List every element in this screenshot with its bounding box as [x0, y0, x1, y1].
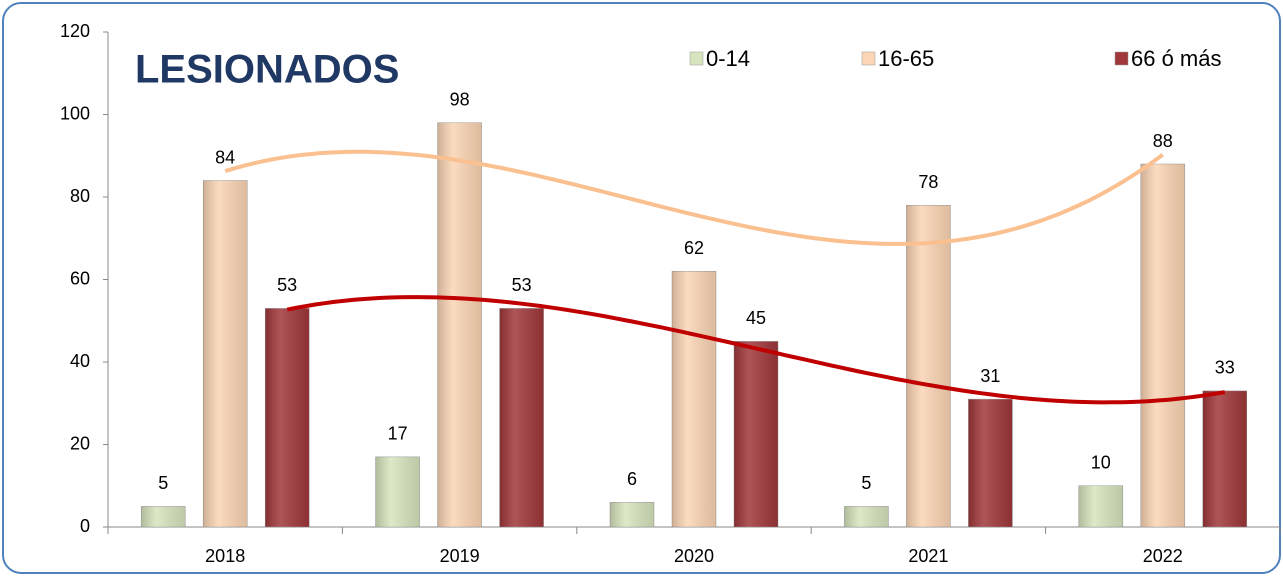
y-tick-label: 40 [70, 351, 90, 371]
bar [140, 506, 186, 528]
legend-label: 16-65 [878, 46, 934, 71]
data-label: 78 [918, 172, 938, 192]
legend-swatch [689, 51, 704, 66]
bar [264, 308, 310, 528]
bar [202, 180, 248, 528]
x-tick-label: 2019 [440, 546, 480, 566]
bar [1078, 485, 1124, 528]
y-tick-label: 100 [60, 103, 90, 123]
y-tick-label: 0 [80, 516, 90, 536]
bar [437, 122, 482, 528]
bar [906, 205, 951, 528]
bar [733, 341, 779, 528]
bar [499, 308, 544, 528]
x-tick-label: 2020 [674, 546, 714, 566]
data-label: 53 [512, 275, 532, 295]
x-tick-label: 2018 [205, 546, 245, 566]
data-label: 5 [158, 473, 168, 493]
y-tick-label: 20 [70, 433, 90, 453]
bar [375, 456, 420, 528]
data-label: 45 [746, 308, 766, 328]
trend-line [286, 295, 1226, 405]
data-label: 5 [861, 473, 871, 493]
data-label: 10 [1091, 453, 1111, 473]
x-tick-label: 2021 [908, 546, 948, 566]
bar [609, 502, 655, 528]
y-tick-label: 60 [70, 268, 90, 288]
legend-swatch [1114, 51, 1129, 66]
bar [671, 271, 717, 528]
data-label: 17 [388, 424, 408, 444]
y-tick-label: 120 [60, 21, 90, 41]
data-label: 6 [627, 469, 637, 489]
bar [968, 398, 1013, 528]
data-label: 98 [450, 90, 470, 110]
chart-title: LESIONADOS [135, 48, 399, 92]
data-label: 88 [1153, 131, 1173, 151]
legend-label: 0-14 [706, 46, 750, 71]
x-tick-label: 2022 [1143, 546, 1183, 566]
bar [1140, 163, 1186, 528]
bar [1202, 390, 1248, 528]
data-label: 31 [980, 366, 1000, 386]
legend-label: 66 ó más [1131, 46, 1222, 71]
bar [844, 506, 889, 528]
data-label: 84 [215, 147, 235, 167]
data-label: 62 [684, 238, 704, 258]
trend-line [224, 149, 1164, 246]
legend-swatch [861, 51, 876, 66]
data-label: 53 [277, 275, 297, 295]
y-tick-label: 80 [70, 186, 90, 206]
data-label: 33 [1215, 358, 1235, 378]
